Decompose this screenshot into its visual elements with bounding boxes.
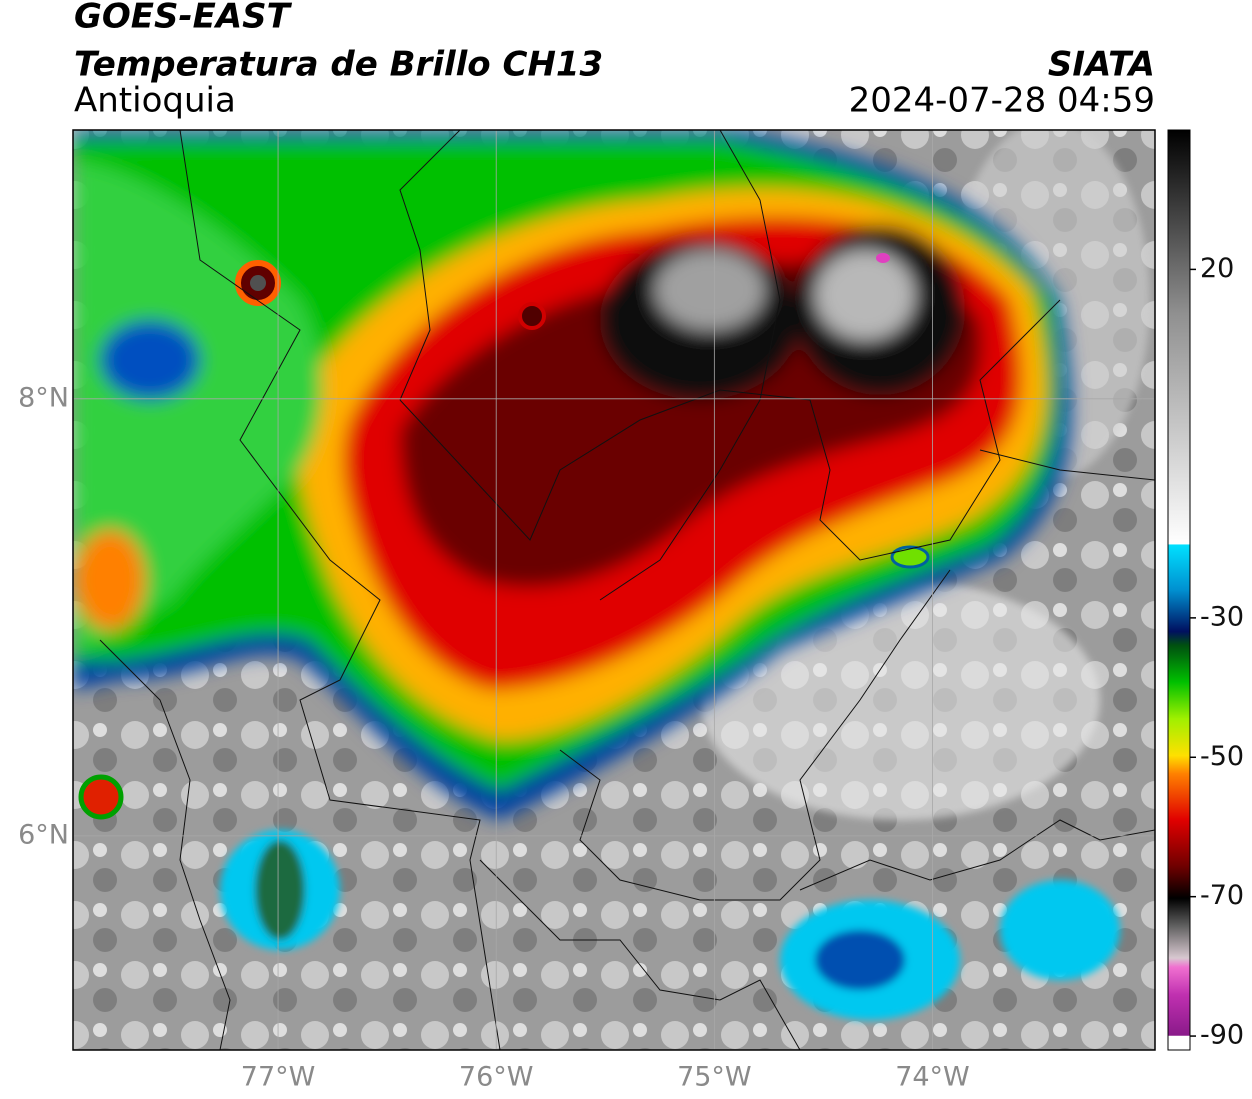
region: Antioquia	[74, 81, 236, 121]
y-tick-label: 6°N	[18, 819, 69, 850]
map-frame	[72, 129, 1156, 1051]
datetime: 2024-07-28 04:59	[849, 81, 1155, 121]
satellite-image	[73, 130, 1155, 1050]
y-tick-label: 8°N	[18, 382, 69, 413]
colorbar-tick-label: -70	[1200, 880, 1244, 911]
colorbar-tick-label: 20	[1200, 253, 1234, 284]
x-tick-label: 74°W	[895, 1062, 970, 1093]
colorbar-tick-label: -90	[1200, 1020, 1244, 1051]
title: GOES-EAST	[74, 0, 293, 37]
graticule	[73, 130, 1155, 1050]
colorbar-tick-label: -50	[1200, 741, 1244, 772]
x-tick-label: 77°W	[241, 1062, 316, 1093]
x-tick-label: 76°W	[459, 1062, 534, 1093]
colorbar-tick-label: -30	[1200, 601, 1244, 632]
x-tick-label: 75°W	[677, 1062, 752, 1093]
source: SIATA	[1048, 45, 1155, 85]
colorbar	[1167, 129, 1191, 1051]
borders	[99, 130, 1155, 1050]
subtitle: Temperatura de Brillo CH13	[74, 45, 603, 85]
